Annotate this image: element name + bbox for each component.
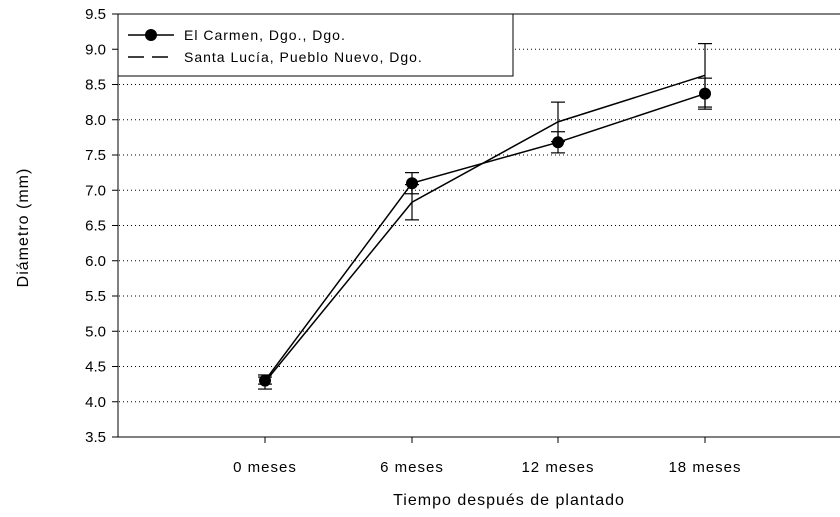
data-point	[406, 177, 418, 190]
y-axis-title: Diámetro (mm)	[15, 168, 32, 288]
y-tick-label: 6.5	[85, 218, 106, 235]
y-tick-label: 9.5	[85, 6, 106, 23]
x-tick-label: 18 meses	[668, 459, 741, 476]
y-tick-label: 6.0	[85, 253, 106, 270]
legend-label: El Carmen, Dgo., Dgo.	[184, 27, 346, 43]
series-2	[258, 43, 712, 390]
y-tick-label: 4.5	[85, 359, 106, 376]
y-tick-label: 7.0	[85, 182, 106, 199]
legend-label: Santa Lucía, Pueblo Nuevo, Dgo.	[184, 49, 423, 65]
series-line	[264, 74, 706, 383]
y-tick-label: 9.0	[85, 41, 106, 58]
series-layer	[258, 43, 712, 390]
legend-box	[117, 13, 514, 77]
series-1	[258, 77, 712, 387]
y-tick-label: 4.0	[85, 394, 106, 411]
x-axis-title: Tiempo después de plantado	[393, 492, 625, 509]
legend: El Carmen, Dgo., Dgo. Santa Lucía, Pueblo…	[117, 13, 514, 77]
series-line	[264, 92, 706, 382]
x-tick-label: 6 meses	[380, 459, 444, 476]
y-tick-label: 5.5	[85, 288, 106, 305]
y-tick-label: 8.5	[85, 77, 106, 94]
y-tick-label: 5.0	[85, 323, 106, 340]
y-tick-label: 3.5	[85, 429, 106, 446]
y-tick-label: 7.5	[85, 147, 106, 164]
x-tick-label: 0 meses	[233, 459, 297, 476]
grid-lines	[119, 48, 840, 403]
legend-swatch-marker	[145, 29, 157, 41]
y-tick-label: 8.0	[85, 112, 106, 129]
x-tick-label: 12 meses	[521, 459, 594, 476]
data-point	[552, 136, 564, 149]
